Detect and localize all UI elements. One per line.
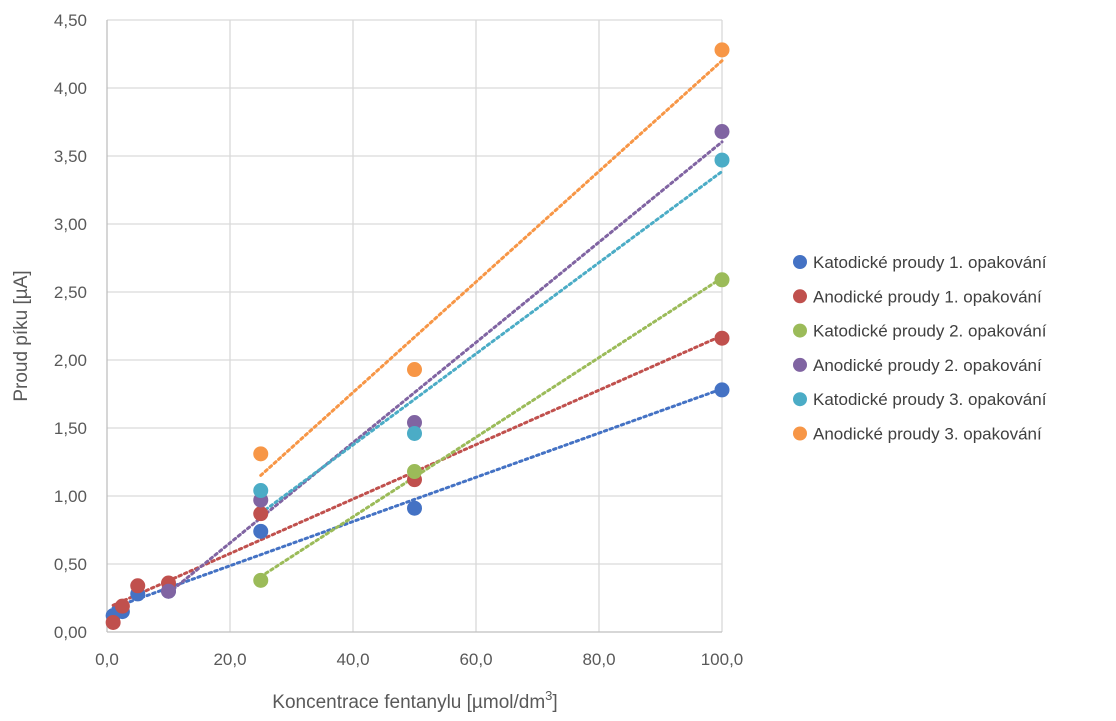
x-tick-label: 40,0: [336, 650, 369, 669]
legend-marker-1: [793, 255, 807, 269]
data-points: [105, 42, 730, 630]
x-axis-title: Koncentrace fentanylu [µmol/dm3]: [272, 688, 557, 713]
legend-marker-6: [793, 426, 807, 441]
data-point-series-4: [161, 583, 176, 599]
legend-label-6: Anodické proudy 3. opakování: [813, 425, 1042, 444]
data-point-series-4: [714, 124, 730, 140]
data-point-series-1: [253, 523, 269, 539]
data-point-series-6: [253, 446, 269, 462]
legend-label-1: Katodické proudy 1. opakování: [813, 253, 1047, 272]
trendline-5: [259, 169, 724, 515]
y-tick-label: 2,00: [54, 351, 87, 370]
legend-label-2: Anodické proudy 1. opakování: [813, 287, 1042, 306]
trendline-1: [111, 387, 724, 610]
y-tick-label: 0,50: [54, 555, 87, 574]
legend-marker-3: [793, 323, 807, 338]
x-tick-label: 80,0: [582, 650, 615, 669]
y-tick-label: 0,00: [54, 623, 87, 642]
data-point-series-5: [407, 425, 422, 441]
data-point-series-1: [407, 500, 422, 516]
legend-marker-2: [793, 289, 807, 304]
y-tick-label: 1,00: [54, 487, 87, 506]
legend-marker-4: [793, 357, 807, 372]
y-tick-label: 4,50: [54, 11, 87, 30]
data-point-series-6: [407, 362, 422, 378]
y-tick-label: 3,00: [54, 215, 87, 234]
x-tick-label: 0,0: [95, 650, 119, 669]
data-point-series-5: [714, 152, 730, 168]
y-tick-label: 2,50: [54, 283, 87, 302]
trendline-3: [259, 276, 724, 579]
x-tick-label: 60,0: [459, 650, 492, 669]
data-point-series-2: [253, 506, 269, 522]
y-tick-label: 4,00: [54, 79, 87, 98]
legend-label-5: Katodické proudy 3. opakování: [813, 390, 1047, 409]
legend-label-3: Katodické proudy 2. opakování: [813, 322, 1047, 341]
legend: Katodické proudy 1. opakování Anodické pr…: [793, 253, 1047, 444]
y-axis-title: Proud píku [µA]: [11, 270, 32, 401]
legend-marker-5: [793, 392, 807, 407]
trendlines: [111, 59, 724, 610]
axes: 0,00 0,50 1,00 1,50 2,00 2,50 3,00 3,50 4,00 4,50…: [54, 11, 743, 669]
data-point-series-2: [105, 614, 121, 630]
x-axis-title-sup: 3: [545, 688, 552, 703]
data-point-series-2: [130, 578, 146, 594]
x-axis-title-end: ]: [552, 692, 557, 713]
x-tick-label: 100,0: [701, 650, 744, 669]
x-axis-title-main: Koncentrace fentanylu [µmol/dm: [272, 692, 545, 713]
y-tick-label: 3,50: [54, 147, 87, 166]
data-point-series-6: [714, 42, 730, 58]
trendline-4: [167, 140, 724, 595]
data-point-series-3: [407, 464, 422, 480]
x-tick-label: 20,0: [213, 650, 246, 669]
grid: [107, 19, 723, 632]
data-point-series-1: [714, 382, 730, 398]
data-point-series-4: [407, 415, 422, 431]
y-tick-label: 1,50: [54, 419, 87, 438]
data-point-series-2: [714, 330, 730, 346]
data-point-series-3: [714, 272, 730, 288]
data-point-series-3: [253, 572, 269, 588]
data-point-series-5: [253, 483, 269, 499]
data-point-series-2: [114, 598, 130, 614]
legend-label-4: Anodické proudy 2. opakování: [813, 356, 1042, 375]
trendline-6: [259, 59, 724, 477]
